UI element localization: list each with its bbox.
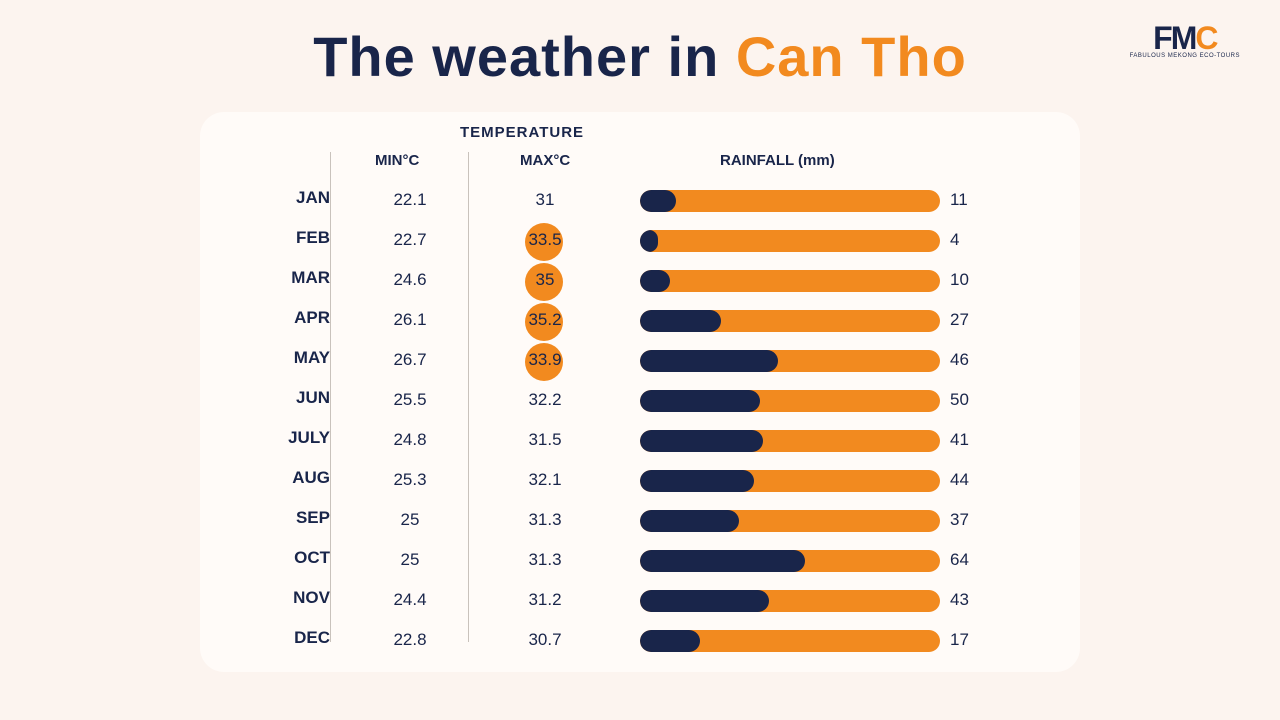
table-row: FEB 22.7 33.5 4 <box>230 222 1050 262</box>
weather-panel: TEMPERATURE MIN°C MAX°C RAINFALL (mm) JA… <box>200 112 1080 672</box>
month-label: JULY <box>230 428 330 448</box>
min-temp: 24.8 <box>380 430 440 450</box>
header-temperature: TEMPERATURE <box>460 124 584 141</box>
rainfall-value: 4 <box>950 230 959 250</box>
min-temp: 25.3 <box>380 470 440 490</box>
table-row: JUN 25.5 32.2 50 <box>230 382 1050 422</box>
rainfall-bar-fill <box>640 430 763 452</box>
rainfall-value: 64 <box>950 550 969 570</box>
title-prefix: The weather in <box>313 25 736 88</box>
min-temp: 22.8 <box>380 630 440 650</box>
rainfall-bar-fill <box>640 310 721 332</box>
rainfall-bar <box>640 350 940 372</box>
rainfall-value: 46 <box>950 350 969 370</box>
table-row: NOV 24.4 31.2 43 <box>230 582 1050 622</box>
rainfall-bar <box>640 390 940 412</box>
max-temp: 31 <box>515 190 575 210</box>
max-temp: 30.7 <box>515 630 575 650</box>
logo-subtitle: FABULOUS MEKONG ECO-TOURS <box>1130 53 1240 59</box>
month-label: FEB <box>230 228 330 248</box>
page-title: The weather in Can Tho <box>0 0 1280 89</box>
header-min: MIN°C <box>375 152 419 169</box>
min-temp: 25.5 <box>380 390 440 410</box>
rainfall-bar-fill <box>640 230 658 252</box>
header-rainfall: RAINFALL (mm) <box>720 152 835 169</box>
rainfall-bar <box>640 430 940 452</box>
rainfall-bar <box>640 590 940 612</box>
table-row: SEP 25 31.3 37 <box>230 502 1050 542</box>
max-temp: 31.3 <box>515 510 575 530</box>
table-row: JULY 24.8 31.5 41 <box>230 422 1050 462</box>
rainfall-value: 44 <box>950 470 969 490</box>
rainfall-bar-fill <box>640 390 760 412</box>
rainfall-bar-fill <box>640 590 769 612</box>
min-temp: 26.7 <box>380 350 440 370</box>
table-row: MAR 24.6 35 10 <box>230 262 1050 302</box>
rainfall-bar <box>640 510 940 532</box>
table-row: AUG 25.3 32.1 44 <box>230 462 1050 502</box>
rainfall-bar <box>640 470 940 492</box>
min-temp: 22.7 <box>380 230 440 250</box>
rainfall-bar <box>640 190 940 212</box>
min-temp: 24.6 <box>380 270 440 290</box>
rainfall-bar-fill <box>640 270 670 292</box>
max-temp: 35.2 <box>515 310 575 330</box>
max-temp: 32.2 <box>515 390 575 410</box>
month-label: MAR <box>230 268 330 288</box>
rainfall-value: 17 <box>950 630 969 650</box>
rainfall-bar-fill <box>640 510 739 532</box>
table-row: JAN 22.1 31 11 <box>230 182 1050 222</box>
max-temp: 35 <box>515 270 575 290</box>
rainfall-value: 11 <box>950 190 968 210</box>
rainfall-bar <box>640 270 940 292</box>
rainfall-bar <box>640 550 940 572</box>
header-max: MAX°C <box>520 152 570 169</box>
rainfall-bar-fill <box>640 550 805 572</box>
max-temp: 31.3 <box>515 550 575 570</box>
rainfall-bar <box>640 310 940 332</box>
month-label: NOV <box>230 588 330 608</box>
rainfall-value: 41 <box>950 430 969 450</box>
min-temp: 26.1 <box>380 310 440 330</box>
rainfall-value: 43 <box>950 590 969 610</box>
rainfall-bar <box>640 630 940 652</box>
max-temp: 31.2 <box>515 590 575 610</box>
table-row: DEC 22.8 30.7 17 <box>230 622 1050 662</box>
rainfall-bar <box>640 230 940 252</box>
rainfall-bar-fill <box>640 350 778 372</box>
max-temp: 31.5 <box>515 430 575 450</box>
logo: FMC FABULOUS MEKONG ECO-TOURS <box>1130 20 1240 59</box>
data-rows: JAN 22.1 31 11 FEB 22.7 33.5 4 MAR 24.6 35 10 APR 26.… <box>230 182 1050 662</box>
rainfall-bar-fill <box>640 470 754 492</box>
min-temp: 24.4 <box>380 590 440 610</box>
rainfall-value: 37 <box>950 510 969 530</box>
rainfall-value: 27 <box>950 310 969 330</box>
rainfall-bar-fill <box>640 190 676 212</box>
max-temp: 33.5 <box>515 230 575 250</box>
month-label: AUG <box>230 468 330 488</box>
month-label: JUN <box>230 388 330 408</box>
max-temp: 32.1 <box>515 470 575 490</box>
table-row: MAY 26.7 33.9 46 <box>230 342 1050 382</box>
max-temp: 33.9 <box>515 350 575 370</box>
table-row: APR 26.1 35.2 27 <box>230 302 1050 342</box>
rainfall-bar-fill <box>640 630 700 652</box>
logo-text: FMC <box>1130 20 1240 57</box>
month-label: DEC <box>230 628 330 648</box>
month-label: APR <box>230 308 330 328</box>
title-highlight: Can Tho <box>736 25 967 88</box>
month-label: MAY <box>230 348 330 368</box>
rainfall-value: 10 <box>950 270 969 290</box>
month-label: SEP <box>230 508 330 528</box>
min-temp: 25 <box>380 510 440 530</box>
month-label: OCT <box>230 548 330 568</box>
rainfall-value: 50 <box>950 390 969 410</box>
min-temp: 22.1 <box>380 190 440 210</box>
month-label: JAN <box>230 188 330 208</box>
table-row: OCT 25 31.3 64 <box>230 542 1050 582</box>
min-temp: 25 <box>380 550 440 570</box>
